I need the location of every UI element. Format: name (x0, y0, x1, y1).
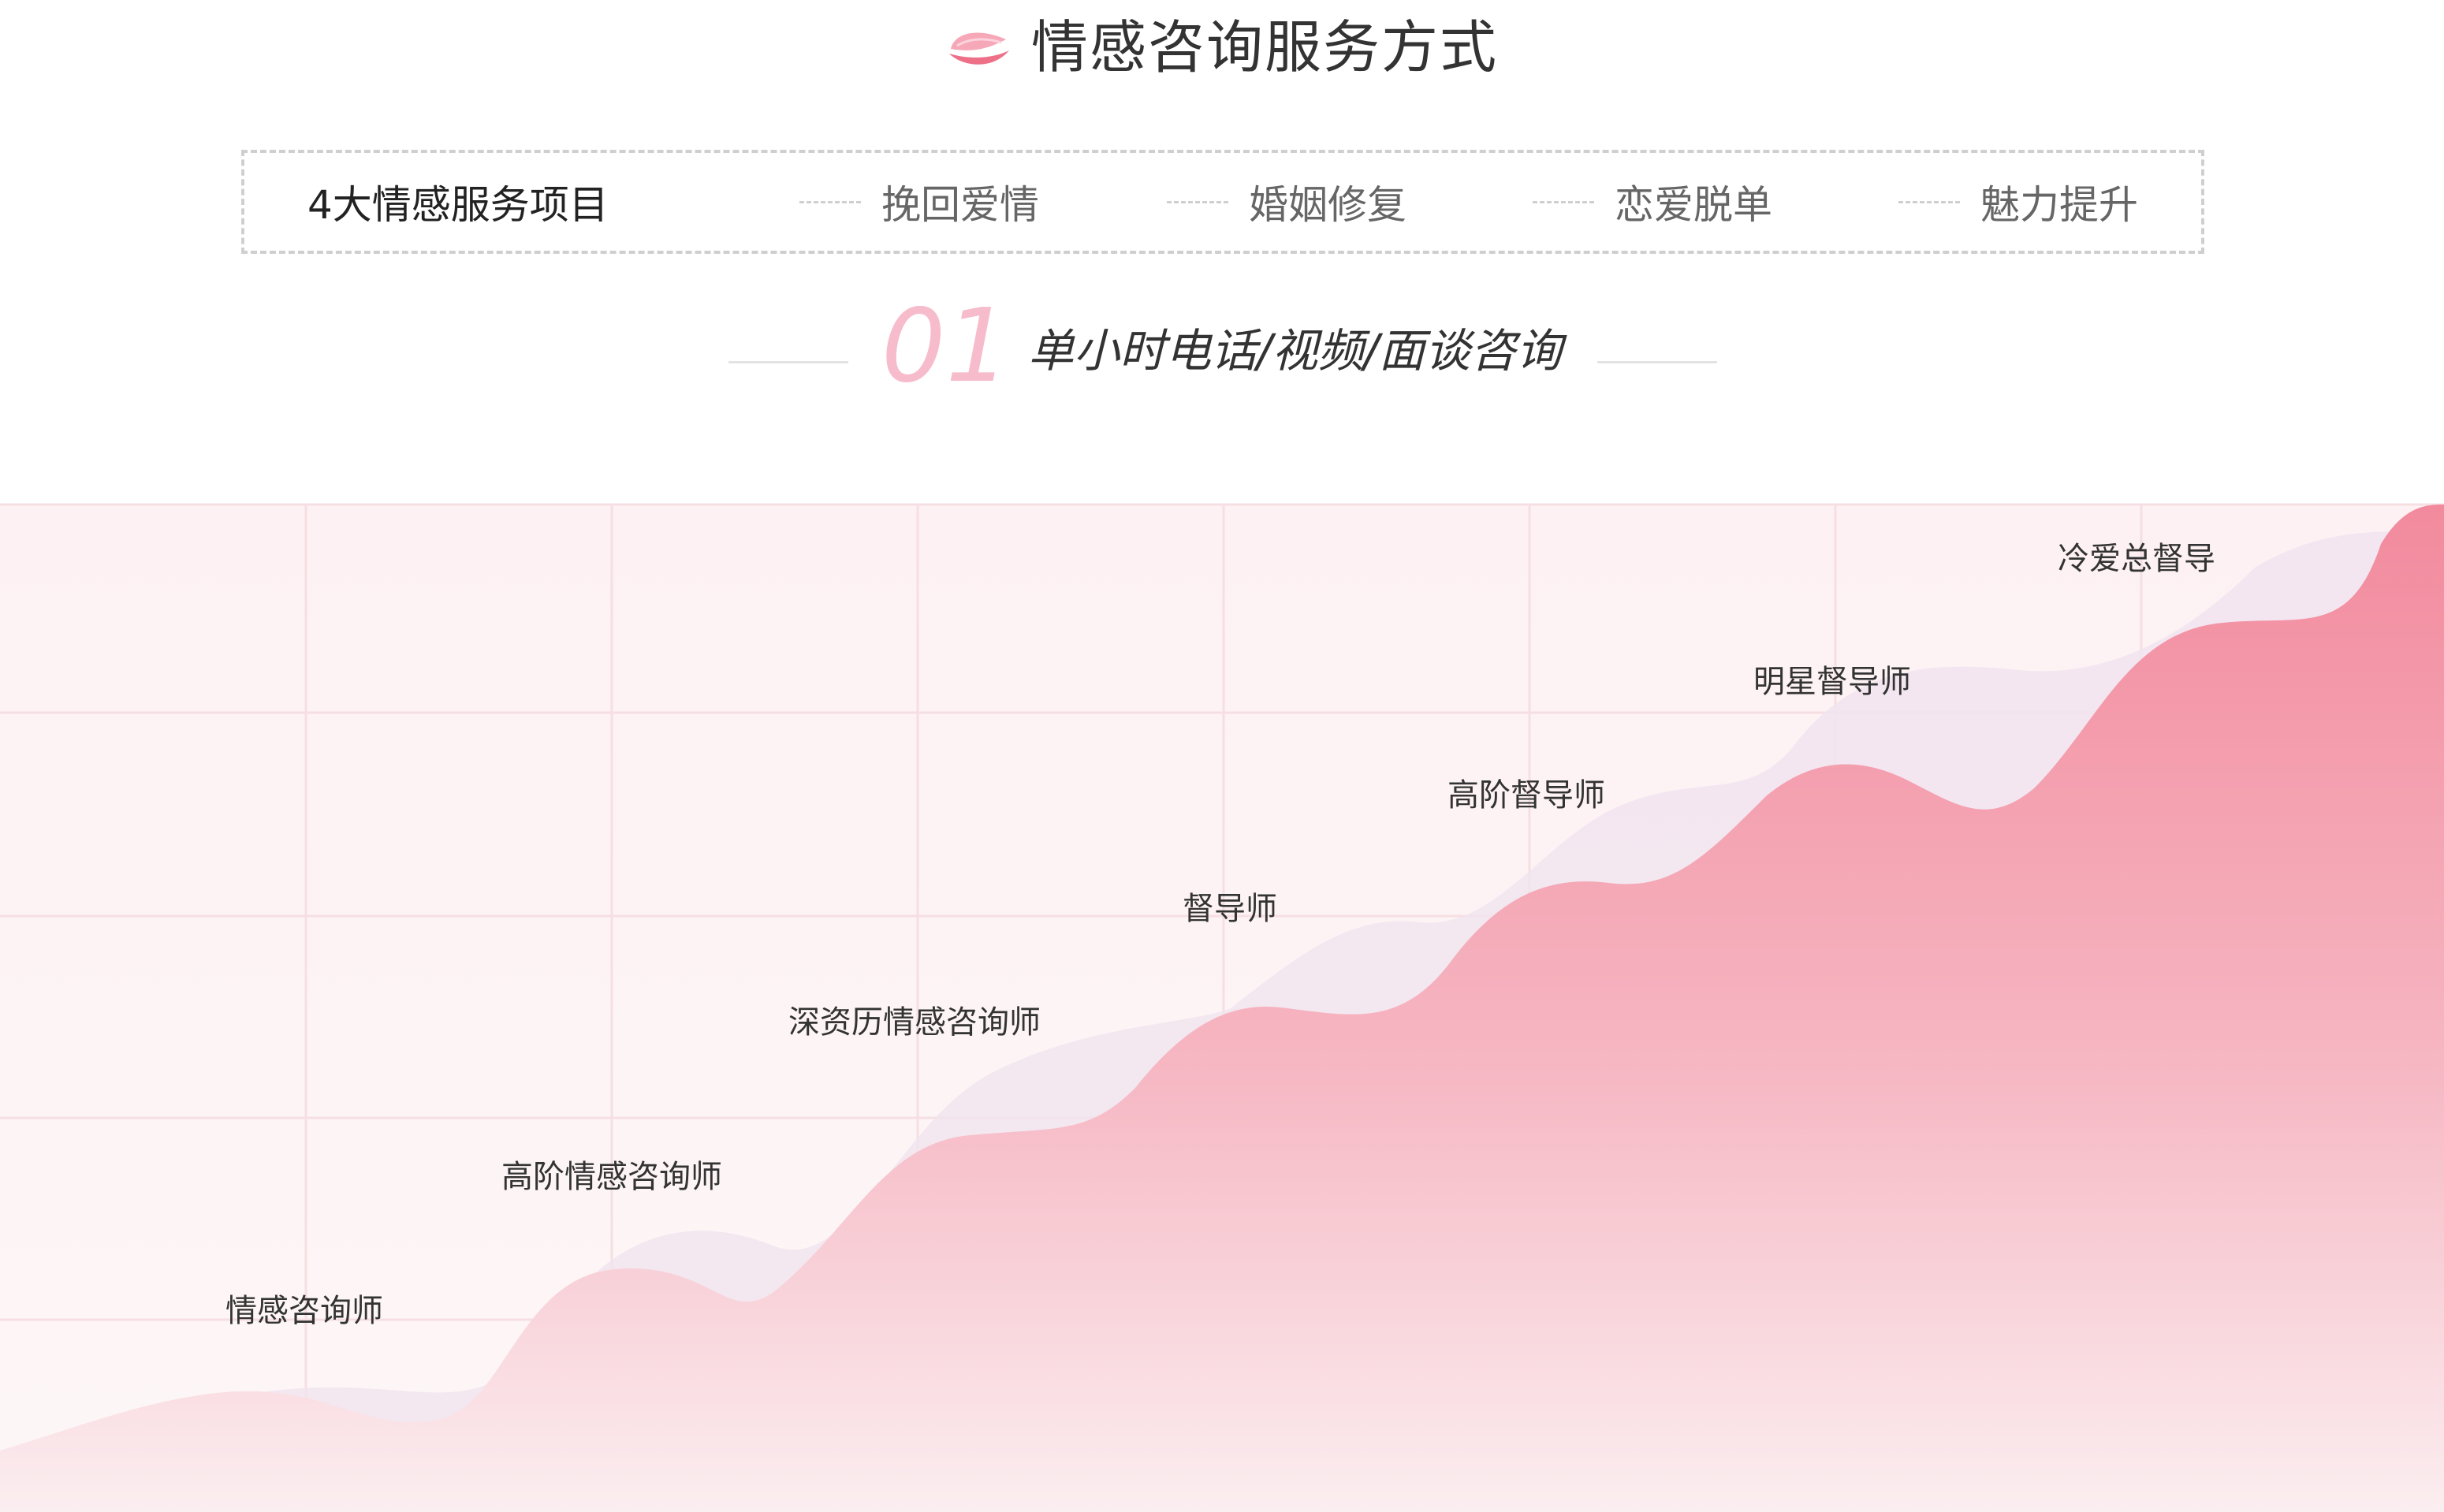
level-label-star-supervisor: 明星督导师 (1753, 664, 1911, 700)
level-label-chief-supervisor: 冷爱总督导 (2058, 541, 2215, 577)
tab-label: 魅力提升 (1980, 182, 2138, 228)
section-number: 01 (881, 288, 1010, 405)
service-tabs: 4大情感服务项目 挽回爱情 婚姻修复 恋爱脱单 魅力提升 (241, 150, 2204, 254)
level-label-counselor: 情感咨询师 (225, 1293, 383, 1329)
divider-line (728, 361, 848, 363)
divider-line (1597, 361, 1717, 363)
tab-win-back-love[interactable]: 挽回爱情 (799, 153, 1039, 251)
tab-find-love[interactable]: 恋爱脱单 (1533, 153, 1772, 251)
tab-charm-boost[interactable]: 魅力提升 (1898, 153, 2138, 251)
tab-label: 恋爱脱单 (1615, 182, 1772, 228)
tabs-title: 4大情感服务项目 (307, 182, 609, 228)
dash-divider (1533, 200, 1594, 203)
petal-icon (946, 14, 1012, 80)
dash-divider (1898, 200, 1960, 203)
level-label-senior-counselor: 高阶情感咨询师 (501, 1159, 722, 1195)
dash-divider (1167, 200, 1228, 203)
tab-marriage-repair[interactable]: 婚姻修复 (1167, 153, 1406, 251)
tab-label: 挽回爱情 (881, 182, 1039, 228)
page-title: 情感咨询服务方式 (1030, 14, 1498, 80)
tab-label: 婚姻修复 (1249, 182, 1406, 228)
section-subtitle: 单小时电话/视频/面谈咨询 (1028, 324, 1563, 378)
level-label-experienced-counselor: 深资历情感咨询师 (788, 1004, 1041, 1041)
dash-divider (799, 200, 861, 203)
section-header: 情感咨询服务方式 (0, 0, 2444, 95)
main-wave[interactable] (0, 505, 2444, 1512)
level-label-senior-supervisor: 高阶督导师 (1447, 777, 1605, 814)
wave-illustration (0, 503, 2444, 1512)
service-subtitle-row: 01 单小时电话/视频/面谈咨询 (0, 292, 2444, 402)
level-label-supervisor: 督导师 (1183, 891, 1277, 927)
level-staircase: 情感咨询师 高阶情感咨询师 深资历情感咨询师 督导师 高阶督导师 明星督导师 冷… (0, 457, 2444, 1512)
